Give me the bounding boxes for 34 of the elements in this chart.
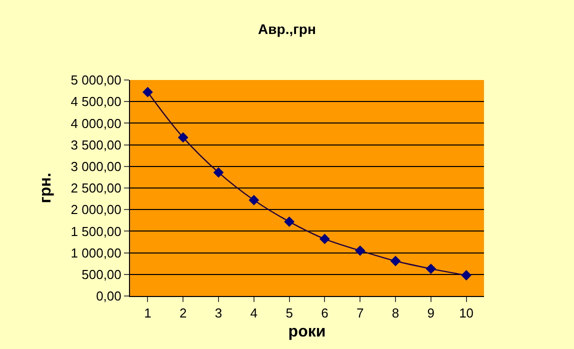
- x-tick-label: 2: [179, 306, 187, 321]
- y-tick-label: 3 000,00: [70, 158, 122, 174]
- point: [284, 216, 294, 227]
- x-tick-label: 5: [286, 306, 293, 321]
- x-tick-label: 8: [392, 306, 400, 321]
- x-tick-label: 1: [144, 306, 152, 321]
- x-tick-label: 7: [356, 306, 364, 321]
- y-tick-label: 5 000,00: [70, 72, 122, 88]
- point: [248, 194, 260, 206]
- x-tick-label: 9: [427, 306, 435, 321]
- point: [320, 234, 330, 244]
- point: [178, 132, 188, 143]
- point: [390, 256, 401, 266]
- y-tick-label: 500,00: [82, 266, 122, 282]
- point: [461, 270, 472, 280]
- point: [142, 86, 153, 98]
- y-tick-label: 0,00: [96, 288, 122, 304]
- y-tick-label: 2 000,00: [70, 202, 122, 218]
- chart-title: Авр.,грн: [258, 21, 316, 38]
- point: [213, 167, 224, 178]
- y-tick-label: 3 500,00: [70, 137, 122, 152]
- x-tick-label: 3: [214, 306, 222, 321]
- y-tick-label: 4 000,00: [70, 116, 122, 131]
- y-tick-label: 1 500,00: [70, 224, 122, 239]
- y-tick-label: 2 500,00: [70, 180, 122, 196]
- y-tick-label: 4 500,00: [70, 94, 122, 110]
- y-tick-label: 1 000,00: [70, 245, 122, 260]
- y-axis-title: грн.: [38, 172, 55, 204]
- x-tick-label: 6: [321, 306, 328, 321]
- x-tick-label: 10: [459, 306, 474, 321]
- point: [354, 245, 366, 256]
- x-tick-label: 4: [250, 306, 258, 321]
- point: [426, 264, 436, 274]
- x-axis-title: роки: [288, 323, 326, 340]
